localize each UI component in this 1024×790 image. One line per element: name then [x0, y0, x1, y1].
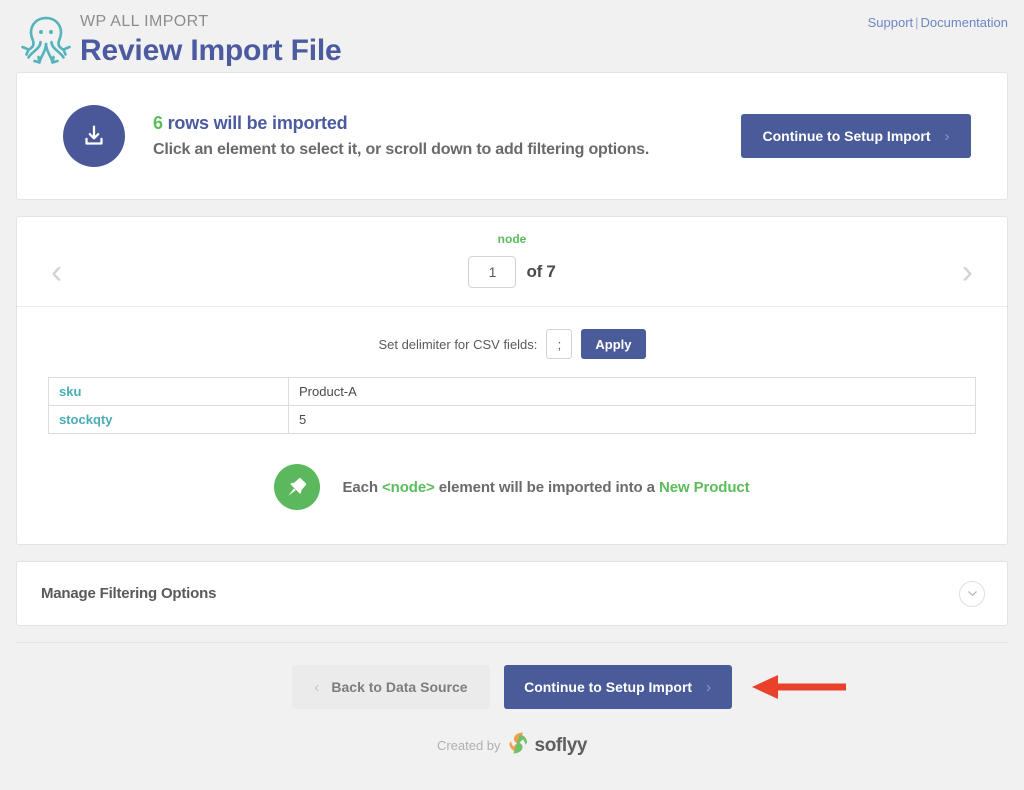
element-target-text: Each <node> element will be imported int… — [342, 479, 749, 496]
chevron-left-icon[interactable]: ‹ — [51, 253, 63, 291]
instruction-line: Click an element to select it, or scroll… — [153, 141, 650, 158]
header-links: Support | Documentation — [868, 15, 1008, 30]
rows-summary-line: 6 rows will be imported — [153, 111, 741, 135]
back-to-data-source-button[interactable]: ‹ Back to Data Source — [292, 665, 490, 709]
table-cell-key[interactable]: sku — [48, 377, 289, 406]
continue-to-setup-import-button-bottom[interactable]: Continue to Setup Import › — [503, 665, 732, 709]
table-cell-value[interactable]: 5 — [288, 405, 976, 434]
table-cell-key[interactable]: stockqty — [48, 405, 289, 434]
record-pager: ‹ › node of 7 — [17, 217, 1007, 307]
chevron-right-icon: › — [944, 127, 950, 145]
delimiter-row: Set delimiter for CSV fields: Apply — [17, 307, 1007, 373]
manage-filtering-options-panel[interactable]: Manage Filtering Options — [16, 561, 1008, 626]
header-title-block: WP ALL IMPORT Review Import File — [80, 10, 342, 69]
chevron-right-icon[interactable]: › — [961, 253, 973, 291]
chevron-left-icon: ‹ — [314, 678, 320, 696]
continue-label-bottom: Continue to Setup Import — [524, 679, 693, 695]
footer-actions: ‹ Back to Data Source Continue to Setup … — [0, 643, 1024, 723]
delimiter-input[interactable] — [546, 329, 573, 359]
filtering-options-title: Manage Filtering Options — [41, 585, 217, 602]
chevron-down-icon[interactable] — [959, 580, 985, 607]
created-by-footer: Created by soflyy — [0, 723, 1024, 760]
delimiter-label: Set delimiter for CSV fields: — [378, 336, 538, 352]
import-summary-text: 6 rows will be imported Click an element… — [153, 111, 741, 161]
element-notice-prefix: Each — [342, 478, 382, 496]
pushpin-icon — [274, 464, 321, 510]
element-target-notice: Each <node> element will be imported int… — [17, 434, 1007, 544]
element-notice-middle: element will be imported into a — [434, 478, 659, 496]
soflyy-logo-icon — [508, 731, 528, 760]
octopus-logo-icon — [16, 12, 76, 68]
support-link[interactable]: Support — [867, 15, 914, 30]
table-cell-value[interactable]: Product-A — [288, 377, 976, 406]
page-title: Review Import File — [80, 34, 342, 67]
page-header: WP ALL IMPORT Review Import File Support… — [0, 0, 1024, 72]
import-summary-panel: 6 rows will be imported Click an element… — [16, 72, 1008, 200]
link-separator: | — [915, 15, 919, 30]
red-left-arrow-annotation — [752, 674, 848, 705]
continue-label-top: Continue to Setup Import — [762, 128, 931, 144]
page-number-input[interactable] — [468, 256, 517, 288]
back-label: Back to Data Source — [331, 679, 468, 695]
page-total-label: of 7 — [526, 262, 556, 281]
element-notice-target: New Product — [658, 478, 750, 496]
continue-to-setup-import-button-top[interactable]: Continue to Setup Import › — [741, 114, 971, 158]
file-preview-panel: ‹ › node of 7 Set delimiter for CSV fiel… — [16, 216, 1008, 545]
chevron-right-icon: › — [706, 678, 712, 696]
documentation-link[interactable]: Documentation — [920, 15, 1008, 30]
soflyy-brand-name: soflyy — [534, 734, 588, 756]
table-row[interactable]: sku Product-A — [48, 377, 976, 406]
node-label: node — [497, 232, 527, 246]
product-name: WP ALL IMPORT — [80, 13, 209, 30]
record-preview-table: sku Product-A stockqty 5 — [48, 377, 976, 434]
rows-summary-rest: rows will be imported — [162, 113, 348, 133]
import-download-icon — [63, 105, 125, 167]
pager-controls: of 7 — [17, 256, 1007, 288]
apply-delimiter-button[interactable]: Apply — [581, 329, 646, 359]
created-by-label: Created by — [436, 738, 501, 753]
footer-divider — [16, 642, 1008, 643]
table-row[interactable]: stockqty 5 — [48, 405, 976, 434]
row-count: 6 — [153, 113, 163, 133]
element-notice-element: <node> — [381, 478, 435, 496]
